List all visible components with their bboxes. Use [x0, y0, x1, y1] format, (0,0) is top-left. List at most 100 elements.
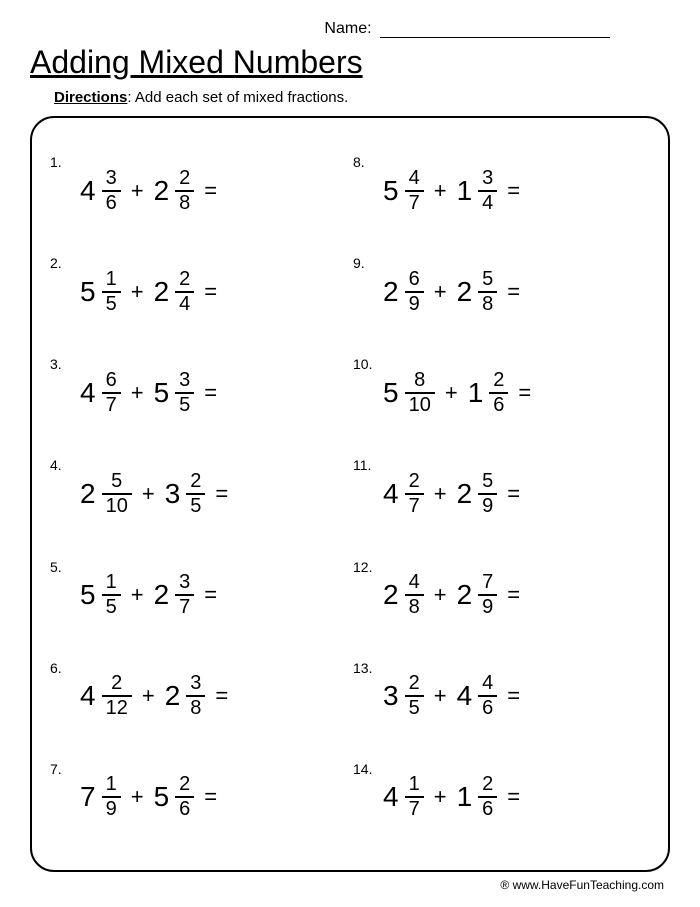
fraction: 26	[489, 370, 508, 416]
name-label: Name:	[324, 20, 371, 37]
numerator: 2	[175, 774, 194, 796]
problem: 8.547+134=	[353, 140, 650, 241]
numerator: 2	[489, 370, 508, 392]
plus-sign: +	[434, 178, 447, 204]
whole-part: 1	[457, 175, 473, 207]
problem-number: 1.	[50, 140, 76, 170]
problems-grid: 1.436+228=8.547+134=2.515+224=9.269+258=…	[50, 140, 650, 848]
problem: 6.4212+238=	[50, 646, 347, 747]
denominator: 8	[186, 695, 205, 719]
numerator: 1	[102, 572, 121, 594]
equals-sign: =	[204, 178, 217, 204]
equals-sign: =	[215, 683, 228, 709]
fraction: 58	[478, 269, 497, 315]
denominator: 7	[405, 796, 424, 820]
whole-part: 4	[80, 680, 96, 712]
problem-number: 7.	[50, 747, 76, 777]
fraction: 15	[102, 572, 121, 618]
equals-sign: =	[204, 582, 217, 608]
plus-sign: +	[131, 279, 144, 305]
denominator: 9	[405, 291, 424, 315]
numerator: 3	[478, 168, 497, 190]
problem-number: 8.	[353, 140, 379, 170]
directions-text: : Add each set of mixed fractions.	[127, 89, 348, 106]
numerator: 3	[175, 572, 194, 594]
whole-part: 5	[383, 377, 399, 409]
mixed-number-a: 467	[80, 370, 121, 416]
problem-number: 4.	[50, 443, 76, 473]
fraction: 37	[175, 572, 194, 618]
equals-sign: =	[507, 178, 520, 204]
mixed-number-b: 224	[154, 269, 195, 315]
problem: 1.436+228=	[50, 140, 347, 241]
whole-part: 4	[383, 478, 399, 510]
numerator: 2	[405, 471, 424, 493]
problem-number: 2.	[50, 241, 76, 271]
denominator: 6	[478, 695, 497, 719]
fraction: 69	[405, 269, 424, 315]
denominator: 10	[405, 392, 435, 416]
problem-number: 3.	[50, 342, 76, 372]
problem-number: 5.	[50, 545, 76, 575]
mixed-number-b: 526	[154, 774, 195, 820]
fraction: 26	[175, 774, 194, 820]
numerator: 2	[478, 774, 497, 796]
whole-part: 4	[80, 175, 96, 207]
mixed-number-a: 719	[80, 774, 121, 820]
whole-part: 2	[154, 276, 170, 308]
mixed-number-a: 269	[383, 269, 424, 315]
numerator: 2	[175, 168, 194, 190]
mixed-number-b: 228	[154, 168, 195, 214]
mixed-number-a: 515	[80, 269, 121, 315]
problem: 3.467+535=	[50, 342, 347, 443]
denominator: 5	[405, 695, 424, 719]
denominator: 7	[405, 493, 424, 517]
denominator: 7	[175, 594, 194, 618]
problem-number: 6.	[50, 646, 76, 676]
mixed-number-a: 515	[80, 572, 121, 618]
denominator: 10	[102, 493, 132, 517]
mixed-number-b: 325	[165, 471, 206, 517]
denominator: 6	[489, 392, 508, 416]
plus-sign: +	[434, 481, 447, 507]
problem-number: 9.	[353, 241, 379, 271]
numerator: 2	[405, 673, 424, 695]
denominator: 12	[102, 695, 132, 719]
mixed-number-b: 134	[457, 168, 498, 214]
equals-sign: =	[204, 784, 217, 810]
mixed-number-b: 126	[457, 774, 498, 820]
fraction: 35	[175, 370, 194, 416]
fraction: 27	[405, 471, 424, 517]
problem: 9.269+258=	[353, 241, 650, 342]
fraction: 810	[405, 370, 435, 416]
whole-part: 4	[457, 680, 473, 712]
fraction: 46	[478, 673, 497, 719]
plus-sign: +	[434, 279, 447, 305]
name-row: Name:	[30, 20, 670, 38]
problem: 11.427+259=	[353, 443, 650, 544]
name-blank-line[interactable]	[380, 37, 610, 38]
numerator: 3	[175, 370, 194, 392]
denominator: 6	[478, 796, 497, 820]
fraction: 34	[478, 168, 497, 214]
fraction: 38	[186, 673, 205, 719]
fraction: 24	[175, 269, 194, 315]
mixed-number-b: 126	[468, 370, 509, 416]
whole-part: 5	[80, 276, 96, 308]
fraction: 26	[478, 774, 497, 820]
mixed-number-a: 248	[383, 572, 424, 618]
whole-part: 2	[154, 175, 170, 207]
problem: 12.248+279=	[353, 545, 650, 646]
denominator: 5	[102, 291, 121, 315]
directions: Directions: Add each set of mixed fracti…	[54, 89, 670, 106]
denominator: 6	[175, 796, 194, 820]
denominator: 9	[102, 796, 121, 820]
denominator: 8	[405, 594, 424, 618]
problem: 14.417+126=	[353, 747, 650, 848]
plus-sign: +	[142, 683, 155, 709]
whole-part: 5	[154, 781, 170, 813]
numerator: 6	[102, 370, 121, 392]
numerator: 6	[405, 269, 424, 291]
fraction: 47	[405, 168, 424, 214]
whole-part: 2	[457, 579, 473, 611]
